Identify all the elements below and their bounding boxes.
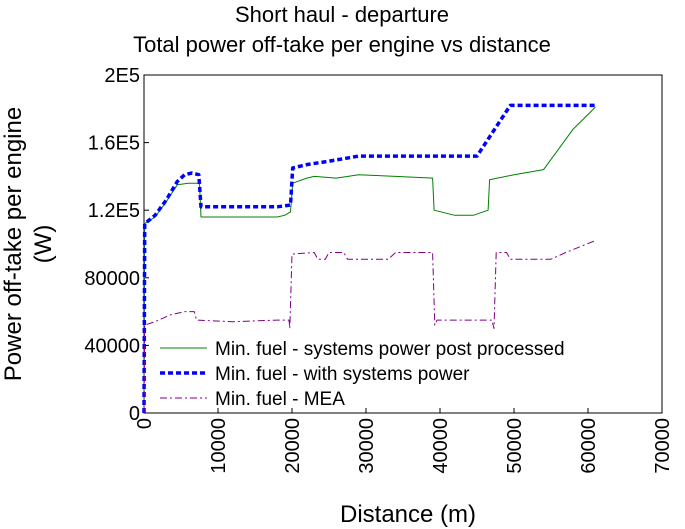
x-tick-label: 30000 bbox=[356, 418, 378, 474]
y-tick-label: 1.2E5 bbox=[88, 200, 140, 222]
y-tick-label: 2E5 bbox=[104, 65, 140, 87]
x-tick-label: 60000 bbox=[578, 418, 600, 474]
legend: Min. fuel - systems power post processed… bbox=[160, 339, 565, 410]
x-tick-label: 0 bbox=[134, 418, 156, 429]
x-tick-label: 50000 bbox=[504, 418, 526, 474]
y-tick-label: 1.6E5 bbox=[88, 133, 140, 155]
y-axis-ticks: 0 40000 80000 1.2E5 1.6E5 2E5 bbox=[84, 65, 149, 425]
y-tick-label: 40000 bbox=[84, 335, 140, 357]
x-tick-label: 10000 bbox=[208, 418, 230, 474]
series-line-3 bbox=[143, 240, 596, 414]
chart-title: Short haul - departure bbox=[235, 2, 449, 27]
legend-label-3: Min. fuel - MEA bbox=[215, 389, 345, 410]
x-tick-label: 70000 bbox=[652, 418, 674, 474]
chart-subtitle: Total power off-take per engine vs dista… bbox=[133, 32, 551, 57]
plot-frame bbox=[143, 74, 663, 414]
legend-label-2: Min. fuel - with systems power bbox=[215, 364, 470, 385]
series-layer bbox=[142, 103, 596, 414]
series-line-1 bbox=[143, 106, 596, 414]
x-axis-label: Distance (m) bbox=[340, 501, 476, 528]
y-tick-label: 0 bbox=[129, 403, 140, 425]
legend-label-1: Min. fuel - systems power post processed bbox=[215, 339, 565, 360]
x-tick-label: 20000 bbox=[282, 418, 304, 474]
y-axis-label-line1: Power off-take per engine bbox=[0, 107, 27, 381]
x-tick-label: 40000 bbox=[430, 418, 452, 474]
y-tick-label: 80000 bbox=[84, 268, 140, 290]
series-line-2 bbox=[142, 103, 596, 414]
x-axis-ticks: 0 10000 20000 30000 40000 50000 60000 70000 bbox=[134, 408, 674, 474]
y-axis-label-line2: (W) bbox=[30, 225, 57, 264]
